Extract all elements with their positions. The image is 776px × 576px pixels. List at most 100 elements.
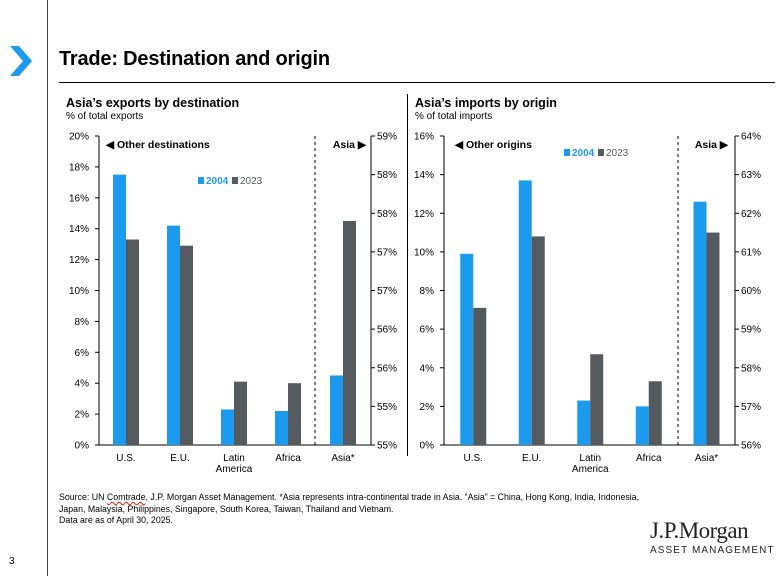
exports-right-tick-label: 58% [377,170,397,181]
exports-bar-2004 [113,174,126,445]
exports-category-label: Africa [275,453,301,464]
imports-legend-swatch-2004 [564,149,570,156]
imports-right-tick-label: 58% [741,363,761,374]
page-number: 3 [9,556,15,567]
imports-legend-label-2023: 2023 [606,148,629,159]
logo-wordmark: J.P.Morgan [650,518,749,543]
exports-left-tick-label: 10% [69,286,89,297]
exports-bar-2023 [288,383,301,445]
exports-bar-2004 [330,375,343,445]
exports-left-tick-label: 6% [75,348,90,359]
imports-left-tick-label: 0% [420,441,435,452]
title-underline [59,82,775,83]
imports-legend-label-2004: 2004 [572,148,595,159]
imports-left-tick-label: 12% [414,209,434,220]
exports-bar-2023 [180,245,193,445]
source-note: Source: UN Comtrade, J.P. Morgan Asset M… [59,492,649,527]
exports-left-tick-label: 14% [69,224,89,235]
imports-bar-2004 [518,180,532,445]
exports-left-tick-label: 8% [75,317,90,328]
exports-left-tick-label: 0% [75,441,90,452]
imports-annotation-asia: Asia ▶ [695,139,729,151]
exports-category-label: U.S. [116,453,135,464]
imports-bar-2004 [460,253,474,445]
logo-subtitle: ASSET MANAGEMENT [650,545,775,556]
jpmorgan-logo: J.P.Morgan ASSET MANAGEMENT [650,518,775,556]
exports-bar-2023 [234,381,247,445]
exports-right-tick-label: 58% [377,209,397,220]
left-margin-rule [47,0,48,576]
imports-right-tick-label: 64% [741,132,761,143]
imports-right-tick-label: 63% [741,170,761,181]
exports-right-tick-label: 56% [377,325,397,336]
exports-legend-swatch-2004 [198,177,204,184]
imports-category-label: Latin America [572,453,609,475]
exports-legend-label-2023: 2023 [240,176,263,187]
imports-left-tick-label: 16% [414,132,434,143]
imports-right-tick-label: 59% [741,325,761,336]
exports-category-label: Asia* [331,453,354,464]
imports-right-tick-label: 60% [741,286,761,297]
imports-bar-2023 [473,307,487,445]
exports-bar-2004 [221,409,234,445]
exports-left-tick-label: 16% [69,193,89,204]
exports-annotation-asia: Asia ▶ [333,139,367,151]
imports-chart-title: Asia’s imports by origin [415,96,557,110]
imports-right-tick-label: 62% [741,209,761,220]
source-text-underlined: Comtrade [106,492,146,502]
source-text-rest: , J.P. Morgan Asset Management. *Asia re… [59,492,640,514]
exports-category-label: Latin America [216,453,253,475]
exports-left-tick-label: 2% [75,410,90,421]
imports-bar-2023 [706,232,720,445]
imports-category-label: Africa [636,453,662,464]
imports-category-label: E.U. [522,453,541,464]
exports-legend-swatch-2023 [232,177,238,184]
exports-chart-title: Asia’s exports by destination [66,96,240,110]
imports-left-tick-label: 10% [414,247,434,258]
imports-right-tick-label: 56% [741,441,761,452]
exports-bar-2023 [126,239,139,445]
slide-title: Trade: Destination and origin [59,48,330,70]
imports-right-tick-label: 57% [741,402,761,413]
exports-right-tick-label: 57% [377,286,397,297]
source-text-start: Source: UN [59,492,107,502]
imports-annotation-other: ◀ Other origins [454,139,532,151]
imports-left-tick-label: 14% [414,170,434,181]
exports-left-tick-label: 18% [69,162,89,173]
exports-legend-label-2004: 2004 [206,176,229,187]
exports-bar-2004 [167,225,180,445]
imports-category-label: U.S. [464,453,483,464]
imports-bar-2023 [590,354,604,445]
exports-bar-2023 [343,220,356,445]
exports-left-tick-label: 20% [69,132,89,143]
imports-bar-2004 [577,400,591,445]
imports-legend-swatch-2023 [598,149,604,156]
exports-bar-2004 [275,411,288,445]
imports-bar-2004 [693,201,707,445]
imports-bar-2023 [648,381,662,445]
imports-left-tick-label: 6% [420,325,435,336]
exports-chart-subtitle: % of total exports [66,111,144,122]
exports-right-tick-label: 55% [377,441,397,452]
imports-bar-2023 [531,236,545,445]
exports-right-tick-label: 56% [377,363,397,374]
exports-left-tick-label: 4% [75,379,90,390]
imports-chart-subtitle: % of total imports [415,111,493,122]
imports-left-tick-label: 2% [420,402,435,413]
imports-right-tick-label: 61% [741,247,761,258]
imports-bar-2004 [635,406,649,445]
data-as-of-note: Data are as of April 30, 2025. [59,515,173,525]
exports-annotation-other: ◀ Other destinations [105,139,210,151]
exports-right-tick-label: 57% [377,247,397,258]
imports-left-tick-label: 8% [420,286,435,297]
chevron-right-icon [10,46,32,76]
exports-left-tick-label: 12% [69,255,89,266]
panel-divider [407,94,408,456]
exports-category-label: E.U. [170,453,189,464]
imports-left-tick-label: 4% [420,363,435,374]
imports-category-label: Asia* [695,453,718,464]
exports-right-tick-label: 59% [377,132,397,143]
exports-right-tick-label: 55% [377,402,397,413]
